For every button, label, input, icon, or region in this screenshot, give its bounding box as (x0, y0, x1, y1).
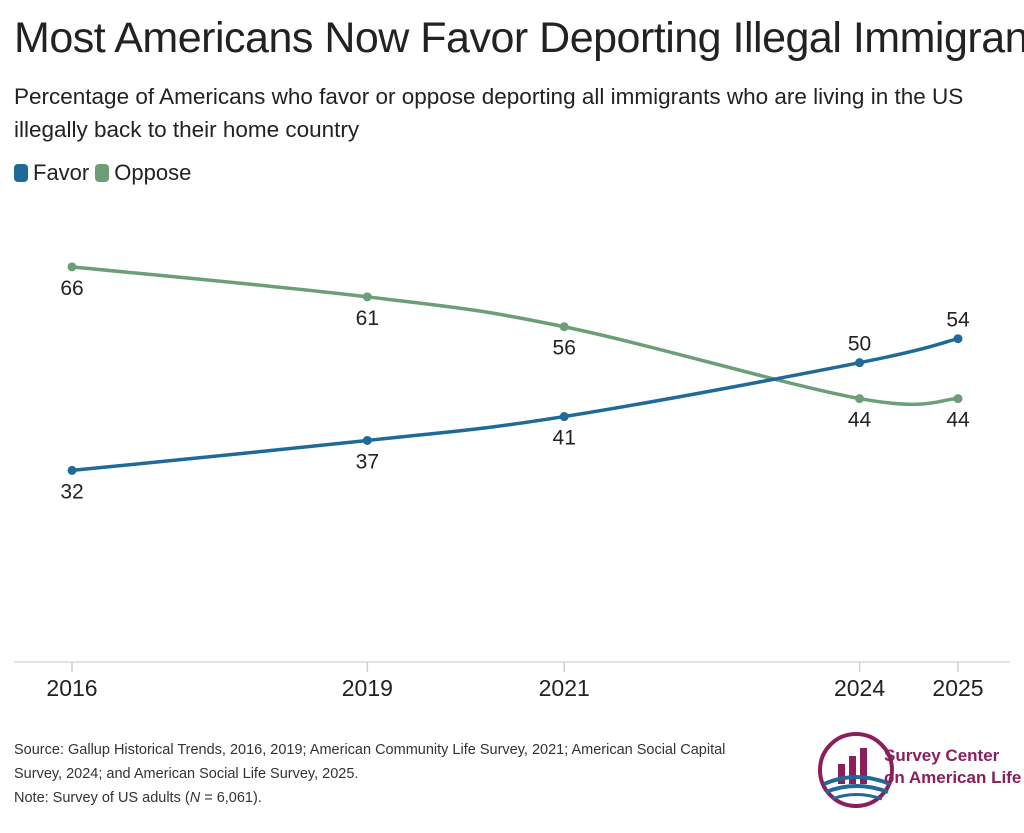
x-tick-label-2016: 2016 (46, 675, 97, 701)
legend: Favor Oppose (14, 160, 197, 186)
x-tick-label-2025: 2025 (932, 675, 983, 701)
point-favor-2021 (559, 412, 569, 422)
x-tick-label-2021: 2021 (539, 675, 590, 701)
point-favor-2025 (953, 334, 963, 344)
legend-swatch-favor (14, 164, 28, 182)
chart-subtitle: Percentage of Americans who favor or opp… (14, 84, 964, 142)
chart-title: Most Americans Now Favor Deporting Illeg… (14, 14, 1024, 62)
legend-label-oppose: Oppose (114, 160, 192, 185)
data-label-oppose-2019: 61 (356, 307, 379, 330)
data-label-favor-2021: 41 (553, 427, 576, 450)
point-oppose-2016 (67, 262, 77, 272)
point-oppose-2024 (855, 394, 865, 404)
data-label-favor-2025: 54 (946, 309, 970, 332)
legend-swatch-oppose (95, 164, 110, 182)
chart-notes: Source: Gallup Historical Trends, 2016, … (14, 738, 804, 810)
point-favor-2024 (855, 358, 865, 368)
data-label-oppose-2016: 66 (60, 277, 83, 300)
logo-line-2: on American Life (884, 768, 1022, 787)
point-oppose-2025 (953, 394, 963, 404)
series-line-favor (70, 336, 960, 473)
point-favor-2016 (67, 465, 77, 475)
note-suffix: = 6,061). (200, 790, 262, 806)
source-line-1: Source: Gallup Historical Trends, 2016, … (14, 742, 726, 758)
data-label-favor-2024: 50 (848, 333, 871, 356)
data-label-oppose-2021: 56 (553, 337, 576, 360)
x-tick-label-2019: 2019 (342, 675, 393, 701)
data-label-favor-2016: 32 (60, 480, 83, 503)
survey-center-logo (818, 732, 894, 808)
legend-label-favor: Favor (33, 160, 90, 185)
note-line: Note: Survey of US adults (N = 6,061). (14, 786, 804, 810)
legend-item-favor: Favor (14, 160, 89, 186)
data-label-oppose-2024: 44 (848, 409, 872, 432)
data-label-oppose-2025: 44 (946, 409, 970, 432)
note-n: N (189, 790, 201, 806)
source-line-2: Survey, 2024; and American Social Life S… (14, 766, 359, 782)
point-oppose-2021 (559, 322, 569, 332)
data-label-favor-2019: 37 (356, 450, 379, 473)
point-favor-2019 (362, 435, 372, 445)
legend-item-oppose: Oppose (95, 160, 191, 186)
point-oppose-2019 (362, 292, 372, 302)
x-tick-label-2024: 2024 (834, 675, 885, 701)
series-line-oppose (70, 265, 960, 407)
note-prefix: Note: Survey of US adults ( (14, 790, 190, 806)
logo-line-1: Survey Center (884, 746, 1000, 765)
logo-text: Survey Center on American Life (884, 745, 1021, 789)
